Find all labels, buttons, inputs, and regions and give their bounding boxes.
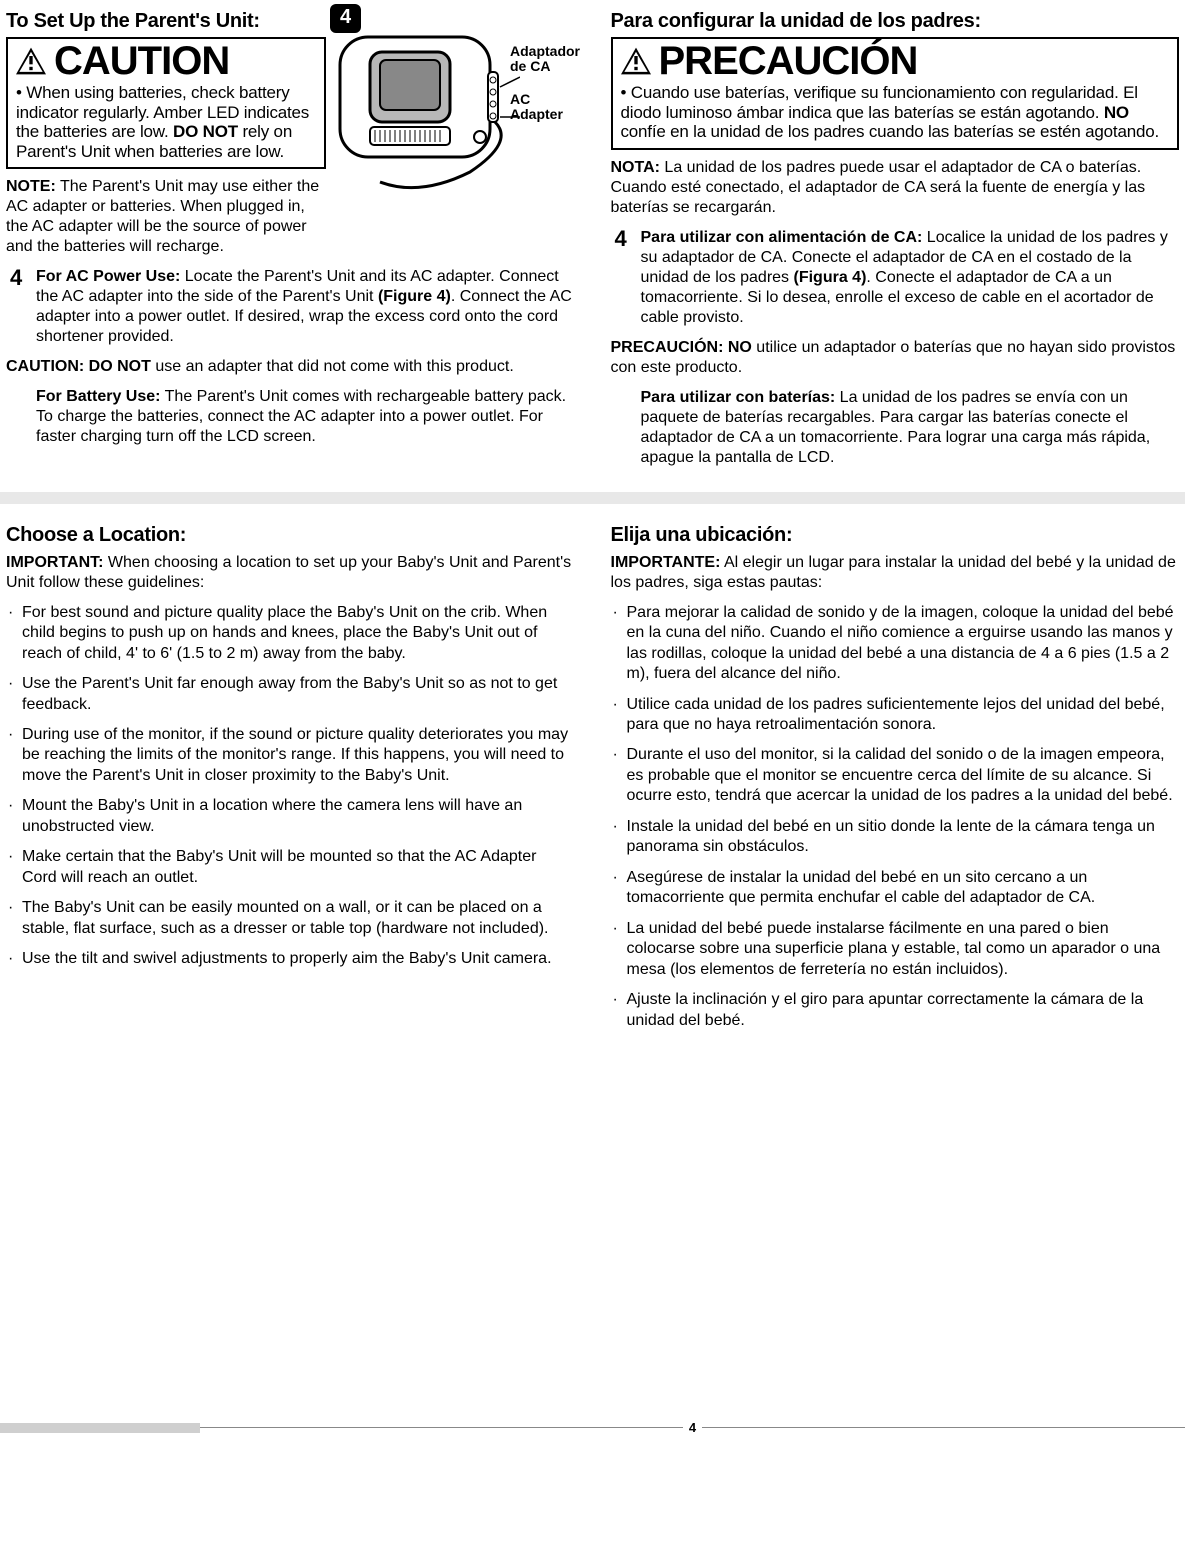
important-es: IMPORTANTE: Al elegir un lugar para inst…	[611, 553, 1180, 593]
parent-unit-illustration	[320, 22, 520, 202]
bullet-es-6: ·Ajuste la inclinación y el giro para ap…	[611, 990, 1180, 1031]
bullet-en-0: ·For best sound and picture quality plac…	[6, 603, 575, 664]
bullet-en-6: ·Use the tilt and swivel adjustments to …	[6, 949, 575, 969]
caution-body-en: • When using batteries, check battery in…	[14, 83, 318, 161]
choose-title-es: Elija una ubicación:	[611, 524, 1180, 547]
caution-body-es: • Cuando use baterías, verifique su func…	[619, 83, 1172, 142]
battery-use-es: Para utilizar con baterías: La unidad de…	[611, 388, 1180, 468]
caution-box-es: PRECAUCIÓN • Cuando use baterías, verifi…	[611, 37, 1180, 150]
bullet-es-5: ·La unidad del bebé puede instalarse fác…	[611, 919, 1180, 980]
warning-icon	[14, 46, 48, 76]
figure-label-en: AC Adapter	[510, 92, 580, 123]
bullet-en-4: ·Make certain that the Baby's Unit will …	[6, 847, 575, 888]
figure-label-es: Adaptador de CA	[510, 44, 580, 75]
bullet-en-1: ·Use the Parent's Unit far enough away f…	[6, 674, 575, 715]
bullet-es-1: ·Utilice cada unidad de los padres sufic…	[611, 695, 1180, 736]
section-divider	[0, 492, 1185, 504]
step-4-es: 4 Para utilizar con alimentación de CA: …	[611, 228, 1180, 328]
battery-use-en: For Battery Use: The Parent's Unit comes…	[6, 387, 575, 447]
note-en: NOTE: The Parent's Unit may use either t…	[6, 177, 326, 257]
choose-title-en: Choose a Location:	[6, 524, 575, 547]
figure-4: 4 Adaptador de CA AC Adapter	[320, 4, 580, 204]
note-es: NOTA: La unidad de los padres puede usar…	[611, 158, 1180, 218]
bullet-es-3: ·Instale la unidad del bebé en un sitio …	[611, 817, 1180, 858]
bullet-es-2: ·Durante el uso del monitor, si la calid…	[611, 745, 1180, 806]
caution-2-es: PRECAUCIÓN: NO utilice un adaptador o ba…	[611, 338, 1180, 378]
bullet-en-2: ·During use of the monitor, if the sound…	[6, 725, 575, 786]
warning-icon	[619, 46, 653, 76]
caution-box-en: CAUTION • When using batteries, check ba…	[6, 37, 326, 169]
step-number: 4	[10, 267, 28, 347]
caution-word-es: PRECAUCIÓN	[659, 41, 918, 81]
bullet-en-3: ·Mount the Baby's Unit in a location whe…	[6, 796, 575, 837]
page-number: 4	[683, 1420, 702, 1435]
caution-2-en: CAUTION: DO NOT use an adapter that did …	[6, 357, 575, 377]
page-footer: 4	[0, 1420, 1185, 1435]
step-4-en: 4 For AC Power Use: Locate the Parent's …	[6, 267, 575, 347]
bullet-es-0: ·Para mejorar la calidad de sonido y de …	[611, 603, 1180, 685]
step-number: 4	[615, 228, 633, 328]
bullet-es-4: ·Asegúrese de instalar la unidad del beb…	[611, 868, 1180, 909]
caution-word-en: CAUTION	[54, 41, 229, 81]
important-en: IMPORTANT: When choosing a location to s…	[6, 553, 575, 593]
setup-title-es: Para configurar la unidad de los padres:	[611, 10, 1180, 33]
bullet-en-5: ·The Baby's Unit can be easily mounted o…	[6, 898, 575, 939]
